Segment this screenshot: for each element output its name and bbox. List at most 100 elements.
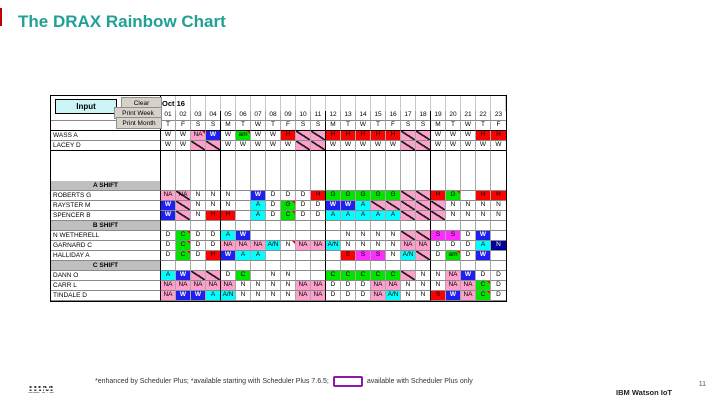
schedule-cell[interactable]: N [416,271,431,281]
schedule-cell[interactable] [206,261,221,271]
schedule-cell[interactable]: N [446,211,461,221]
schedule-cell[interactable]: C [281,211,296,221]
schedule-cell[interactable]: A [476,241,491,251]
schedule-cell[interactable]: H [476,191,491,201]
schedule-cell[interactable] [296,141,311,151]
input-button[interactable]: Input [55,99,117,114]
schedule-cell[interactable] [236,96,251,111]
schedule-cell[interactable]: D [161,251,176,261]
schedule-cell[interactable]: D [356,291,371,301]
schedule-cell[interactable] [311,151,326,161]
schedule-cell[interactable]: W [221,131,236,141]
schedule-cell[interactable]: D [341,281,356,291]
schedule-cell[interactable]: W [191,291,206,301]
schedule-cell[interactable]: NA [176,191,191,201]
schedule-cell[interactable] [206,181,221,191]
schedule-cell[interactable] [386,96,401,111]
schedule-cell[interactable]: W [281,141,296,151]
schedule-cell[interactable] [356,96,371,111]
schedule-cell[interactable]: NA [191,281,206,291]
schedule-cell[interactable]: D [161,241,176,251]
schedule-cell[interactable] [491,221,506,231]
schedule-cell[interactable] [161,221,176,231]
schedule-cell[interactable] [326,161,341,171]
schedule-cell[interactable]: D [311,201,326,211]
schedule-cell[interactable]: S [371,251,386,261]
schedule-cell[interactable] [176,221,191,231]
schedule-cell[interactable] [311,261,326,271]
schedule-cell[interactable]: W [221,141,236,151]
schedule-cell[interactable] [491,171,506,181]
schedule-cell[interactable] [476,161,491,171]
schedule-cell[interactable] [326,251,341,261]
schedule-cell[interactable]: NA [401,241,416,251]
schedule-cell[interactable] [296,221,311,231]
schedule-cell[interactable] [371,181,386,191]
schedule-cell[interactable] [401,261,416,271]
schedule-cell[interactable]: N [236,291,251,301]
schedule-cell[interactable]: D [266,211,281,221]
schedule-cell[interactable] [221,96,236,111]
schedule-cell[interactable]: A/N [221,291,236,301]
schedule-cell[interactable]: H [491,131,506,141]
schedule-cell[interactable]: NA [161,191,176,201]
schedule-cell[interactable] [236,181,251,191]
schedule-cell[interactable]: N [461,211,476,221]
schedule-cell[interactable]: C [341,271,356,281]
schedule-cell[interactable]: N [386,251,401,261]
schedule-cell[interactable]: W [476,141,491,151]
schedule-cell[interactable] [191,171,206,181]
schedule-cell[interactable]: A [251,251,266,261]
schedule-cell[interactable] [191,271,206,281]
schedule-cell[interactable] [401,96,416,111]
schedule-cell[interactable]: N [251,291,266,301]
schedule-cell[interactable] [191,221,206,231]
schedule-cell[interactable] [371,151,386,161]
schedule-cell[interactable]: C [476,291,491,301]
schedule-cell[interactable]: W [386,141,401,151]
schedule-cell[interactable]: G [356,191,371,201]
schedule-cell[interactable]: NA [311,241,326,251]
schedule-cell[interactable] [461,161,476,171]
schedule-cell[interactable] [191,181,206,191]
schedule-cell[interactable]: H [386,131,401,141]
schedule-cell[interactable]: am [236,131,251,141]
schedule-cell[interactable] [431,96,446,111]
schedule-cell[interactable] [401,211,416,221]
schedule-cell[interactable]: D [281,191,296,201]
schedule-cell[interactable] [491,231,506,241]
schedule-cell[interactable] [236,191,251,201]
schedule-cell[interactable]: N [371,231,386,241]
schedule-cell[interactable] [416,231,431,241]
schedule-cell[interactable]: G [446,191,461,201]
schedule-cell[interactable]: N [191,191,206,201]
schedule-cell[interactable]: W [446,291,461,301]
schedule-cell[interactable] [461,151,476,161]
schedule-cell[interactable]: N [281,241,296,251]
schedule-cell[interactable] [311,96,326,111]
schedule-cell[interactable] [191,141,206,151]
schedule-cell[interactable] [221,171,236,181]
schedule-cell[interactable]: W [236,231,251,241]
schedule-cell[interactable]: N [446,201,461,211]
schedule-cell[interactable]: H [491,191,506,201]
schedule-cell[interactable] [236,261,251,271]
schedule-cell[interactable]: H [341,131,356,141]
schedule-cell[interactable]: D [431,251,446,261]
schedule-cell[interactable] [371,261,386,271]
schedule-cell[interactable]: W [176,291,191,301]
schedule-cell[interactable] [296,96,311,111]
schedule-cell[interactable]: NA [371,281,386,291]
schedule-cell[interactable] [446,96,461,111]
schedule-cell[interactable] [266,261,281,271]
schedule-cell[interactable]: G [371,191,386,201]
schedule-cell[interactable]: D [191,231,206,241]
schedule-cell[interactable] [401,171,416,181]
schedule-cell[interactable] [326,221,341,231]
schedule-cell[interactable] [431,221,446,231]
schedule-cell[interactable]: N [476,201,491,211]
schedule-cell[interactable] [326,231,341,241]
schedule-cell[interactable] [476,151,491,161]
schedule-cell[interactable] [296,261,311,271]
schedule-cell[interactable] [311,141,326,151]
